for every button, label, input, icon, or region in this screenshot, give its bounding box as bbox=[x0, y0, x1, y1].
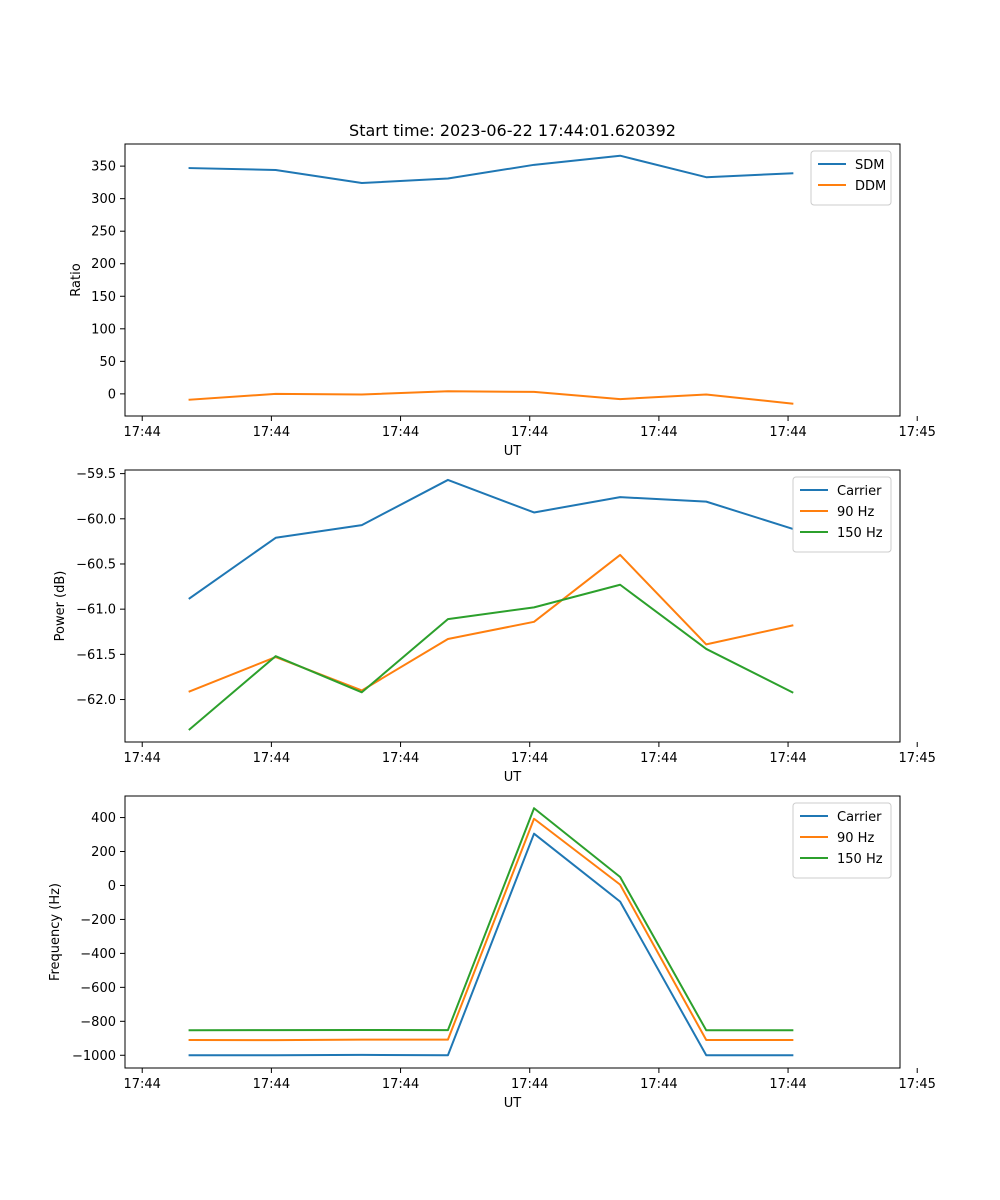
ratio-x-axis-label: UT bbox=[504, 444, 522, 459]
frequency-legend-label: Carrier bbox=[837, 810, 882, 825]
ratio-y-tick-label: 50 bbox=[99, 355, 116, 370]
frequency-y-tick-label: 400 bbox=[91, 811, 116, 826]
power-legend-label: Carrier bbox=[837, 484, 882, 499]
figure-title: Start time: 2023-06-22 17:44:01.620392 bbox=[349, 121, 676, 140]
ratio-legend: SDM DDM bbox=[810, 150, 892, 206]
frequency-y-tick-label: −800 bbox=[80, 1015, 116, 1030]
power-x-tick-label: 17:44 bbox=[253, 751, 290, 766]
frequency-x-tick-label: 17:44 bbox=[253, 1077, 290, 1092]
ratio-series-sdm-line bbox=[188, 154, 794, 185]
frequency-y-axis-label: Frequency (Hz) bbox=[48, 883, 63, 981]
ratio-legend-label: SDM bbox=[855, 158, 884, 173]
ratio-y-tick-label: 350 bbox=[91, 160, 116, 175]
ratio-series-ddm-line bbox=[188, 390, 794, 405]
power-series-carrier-line bbox=[188, 478, 794, 600]
power-series-150-hz-line bbox=[188, 583, 794, 731]
ratio-y-axis-label: Ratio bbox=[69, 263, 84, 296]
frequency-legend-label: 150 Hz bbox=[837, 852, 883, 867]
frequency-y-tick-label: 0 bbox=[108, 879, 116, 894]
ratio-x-tick-label: 17:44 bbox=[640, 425, 677, 440]
ratio-x-tick-label: 17:45 bbox=[898, 425, 935, 440]
ratio-y-tick-label: 250 bbox=[91, 225, 116, 240]
frequency-x-axis-label: UT bbox=[504, 1096, 522, 1111]
power-x-axis-label: UT bbox=[504, 770, 522, 785]
ratio-x-tick-label: 17:44 bbox=[253, 425, 290, 440]
power-x-tick-label: 17:44 bbox=[640, 751, 677, 766]
frequency-y-tick-label: −200 bbox=[80, 913, 116, 928]
power-panel: 17:44 17:44 17:44 17:44 17:44 17:44 17:45 −62.0… bbox=[53, 467, 936, 785]
power-y-tick-label: −62.0 bbox=[76, 693, 116, 708]
ratio-x-tick-label: 17:44 bbox=[769, 425, 806, 440]
frequency-legend-box bbox=[792, 802, 892, 879]
power-x-tick-label: 17:45 bbox=[898, 751, 935, 766]
power-legend-box bbox=[792, 476, 892, 553]
ratio-x-tick-label: 17:44 bbox=[511, 425, 548, 440]
frequency-x-tick-label: 17:44 bbox=[769, 1077, 806, 1092]
frequency-panel: 17:44 17:44 17:44 17:44 17:44 17:44 17:45 −1000… bbox=[48, 795, 936, 1111]
ratio-y-tick-label: 150 bbox=[91, 290, 116, 305]
ratio-y-tick-label: 100 bbox=[91, 322, 116, 337]
power-legend: Carrier 90 Hz 150 Hz bbox=[792, 476, 892, 553]
power-x-tick-label: 17:44 bbox=[382, 751, 419, 766]
power-y-tick-label: −60.0 bbox=[76, 512, 116, 527]
power-y-tick-label: −61.5 bbox=[76, 648, 116, 663]
frequency-legend-label: 90 Hz bbox=[837, 831, 874, 846]
power-y-tick-label: −60.5 bbox=[76, 557, 116, 572]
frequency-y-tick-label: −600 bbox=[80, 981, 116, 996]
frequency-x-tick-label: 17:44 bbox=[123, 1077, 160, 1092]
ratio-legend-label: DDM bbox=[855, 179, 886, 194]
ratio-y-tick-label: 0 bbox=[108, 387, 116, 402]
frequency-x-tick-label: 17:44 bbox=[640, 1077, 677, 1092]
ratio-x-tick-label: 17:44 bbox=[382, 425, 419, 440]
frequency-legend: Carrier 90 Hz 150 Hz bbox=[792, 802, 892, 879]
power-legend-label: 90 Hz bbox=[837, 505, 874, 520]
frequency-series-150-hz-line bbox=[188, 807, 794, 1032]
power-x-tick-label: 17:44 bbox=[511, 751, 548, 766]
ratio-x-tick-label: 17:44 bbox=[123, 425, 160, 440]
power-y-tick-label: −61.0 bbox=[76, 603, 116, 618]
frequency-series-carrier-line bbox=[188, 832, 794, 1057]
ratio-axes-frame bbox=[124, 143, 901, 417]
power-axes-frame bbox=[124, 469, 901, 743]
frequency-x-tick-label: 17:44 bbox=[382, 1077, 419, 1092]
power-y-tick-label: −59.5 bbox=[76, 467, 116, 482]
power-x-tick-label: 17:44 bbox=[123, 751, 160, 766]
frequency-y-tick-label: 200 bbox=[91, 845, 116, 860]
frequency-x-tick-label: 17:44 bbox=[511, 1077, 548, 1092]
frequency-series-90-hz-line bbox=[188, 817, 794, 1042]
power-y-axis-label: Power (dB) bbox=[53, 571, 68, 642]
frequency-y-tick-label: −1000 bbox=[72, 1049, 116, 1064]
ratio-panel: 17:44 17:44 17:44 17:44 17:44 17:44 17:45 0 50 10… bbox=[69, 143, 936, 459]
frequency-x-tick-label: 17:45 bbox=[898, 1077, 935, 1092]
ratio-y-tick-label: 300 bbox=[91, 192, 116, 207]
frequency-axes-frame bbox=[124, 795, 901, 1069]
ratio-y-tick-label: 200 bbox=[91, 257, 116, 272]
power-legend-label: 150 Hz bbox=[837, 526, 883, 541]
frequency-y-tick-label: −400 bbox=[80, 947, 116, 962]
power-x-tick-label: 17:44 bbox=[769, 751, 806, 766]
